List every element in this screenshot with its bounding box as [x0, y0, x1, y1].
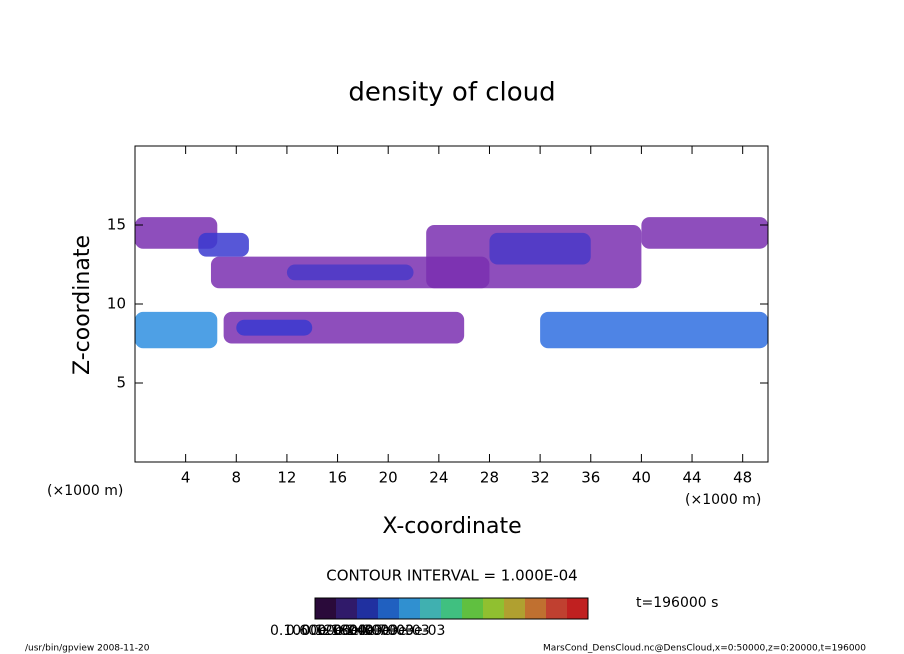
colorbar-cell: [399, 598, 421, 619]
x-tick-label: 12: [277, 469, 296, 487]
x-unit: (×1000 m): [47, 483, 123, 499]
y-tick-label: 15: [107, 216, 126, 234]
cloud-region: [540, 311, 768, 349]
x-tick-label: 44: [682, 469, 701, 487]
y-tick-label: 5: [116, 374, 126, 392]
cloud-region: [236, 319, 313, 336]
colorbar-cell: [378, 598, 400, 619]
colorbar-label: 0.1200e-03: [302, 623, 382, 639]
colorbar-frame: [314, 597, 589, 620]
cloud-region: [135, 311, 218, 349]
chart-title: density of cloud: [348, 78, 555, 108]
contour-field: [135, 217, 768, 349]
y-tick-label: 10: [107, 295, 126, 313]
x-tick-label: 8: [232, 469, 242, 487]
cloud-region: [286, 264, 414, 281]
colorbar-cell: [525, 598, 547, 619]
footer: MarsCond_DensCloud.nc@DensCloud,x=0:5000…: [543, 644, 866, 654]
colorbar-cell: [315, 598, 337, 619]
colorbar-label: 0.3000e-03: [349, 623, 429, 639]
colorbar-cell: [462, 598, 484, 619]
colorbar-cell: [357, 598, 379, 619]
colorbar-cell: [504, 598, 526, 619]
x-tick-label: 24: [429, 469, 448, 487]
x-unit: (×1000 m): [685, 492, 761, 508]
x-tick-label: 32: [531, 469, 550, 487]
colorbar-cell: [546, 598, 568, 619]
colorbar-cell: [483, 598, 505, 619]
colorbar-label: 0.1800e-03: [318, 623, 398, 639]
colorbar-label: 0.7000e-03: [365, 623, 445, 639]
colorbar-cell: [336, 598, 358, 619]
cloud-region: [641, 217, 768, 249]
x-tick-label: 40: [632, 469, 651, 487]
cloud-region: [489, 232, 591, 265]
cloud-region: [135, 217, 218, 249]
colorbar-label: 0.1000e-06: [270, 623, 351, 639]
footer: /usr/bin/gpview 2008-11-20: [25, 644, 150, 654]
colorbar-label: 0.2400e-03: [333, 623, 413, 639]
x-tick-label: 20: [379, 469, 398, 487]
x-tick-label: 36: [581, 469, 600, 487]
colorbar-cell: [567, 598, 589, 619]
x-tick-label: 16: [328, 469, 347, 487]
y-axis-label: Z-coordinate: [70, 235, 95, 375]
colorbar-cell: [420, 598, 442, 619]
cloud-region: [198, 232, 249, 257]
colorbar: 0.1000e-060.6000e-040.1200e-030.1800e-03…: [270, 597, 589, 639]
time-label: t=196000 s: [636, 595, 718, 611]
x-axis-label: X-coordinate: [382, 514, 521, 539]
plot-frame: [134, 145, 769, 463]
x-tick-label: 28: [480, 469, 499, 487]
contour-interval: CONTOUR INTERVAL = 1.000E-04: [326, 567, 577, 585]
colorbar-label: 0.6000e-04: [286, 623, 367, 639]
colorbar-cell: [441, 598, 463, 619]
x-tick-label: 4: [181, 469, 191, 487]
x-tick-label: 48: [733, 469, 752, 487]
